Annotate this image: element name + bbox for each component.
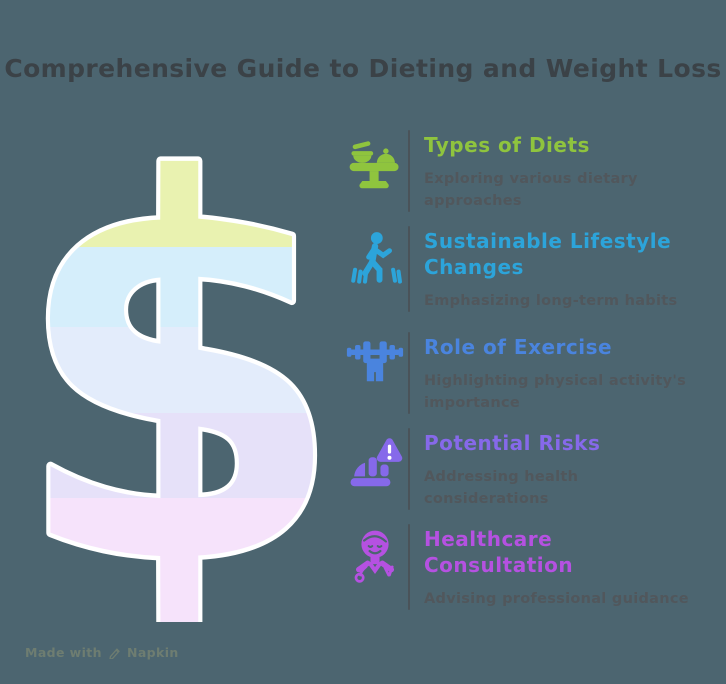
brand-label: Napkin — [126, 645, 179, 660]
item-subtitle: Exploring various dietary approaches — [424, 171, 638, 209]
walking-person-icon — [342, 226, 408, 312]
pen-icon — [109, 648, 120, 659]
made-with-label: Made with — [25, 645, 102, 660]
item-divider — [408, 226, 410, 312]
item-divider — [408, 332, 410, 414]
item-subtitle: Advising professional guidance — [424, 591, 689, 607]
napkin-attribution: Made with Napkin — [25, 645, 179, 660]
item-heading: Healthcare Consultation — [424, 527, 574, 577]
item-subtitle: Addressing health considerations — [424, 469, 579, 507]
warning-helmet-icon — [342, 428, 408, 510]
item-heading: Potential Risks — [424, 431, 601, 455]
list-item: Healthcare Consultation Advising profess… — [342, 524, 689, 610]
weightlifter-icon — [342, 332, 408, 414]
list-item: Types of Diets Exploring various dietary… — [342, 130, 638, 212]
item-divider — [408, 428, 410, 510]
list-item: Potential Risks Addressing health consid… — [342, 428, 600, 510]
doctor-icon — [342, 524, 408, 610]
dollar-glyph: $ — [34, 138, 324, 622]
item-divider — [408, 524, 410, 610]
list-item: Sustainable Lifestyle Changes Emphasizin… — [342, 226, 677, 312]
diet-table-icon — [342, 130, 408, 212]
dollar-sign-icon: $ — [8, 69, 350, 683]
item-divider — [408, 130, 410, 212]
item-heading: Types of Diets — [424, 133, 590, 157]
item-subtitle: Highlighting physical activity's importa… — [424, 373, 687, 411]
page-title: Comprehensive Guide to Dieting and Weigh… — [4, 54, 722, 83]
item-heading: Sustainable Lifestyle Changes — [424, 229, 672, 279]
list-item: Role of Exercise Highlighting physical a… — [342, 332, 686, 414]
dollar-sign-graphic: $ — [8, 69, 350, 683]
item-heading: Role of Exercise — [424, 335, 613, 359]
item-subtitle: Emphasizing long-term habits — [424, 293, 678, 309]
